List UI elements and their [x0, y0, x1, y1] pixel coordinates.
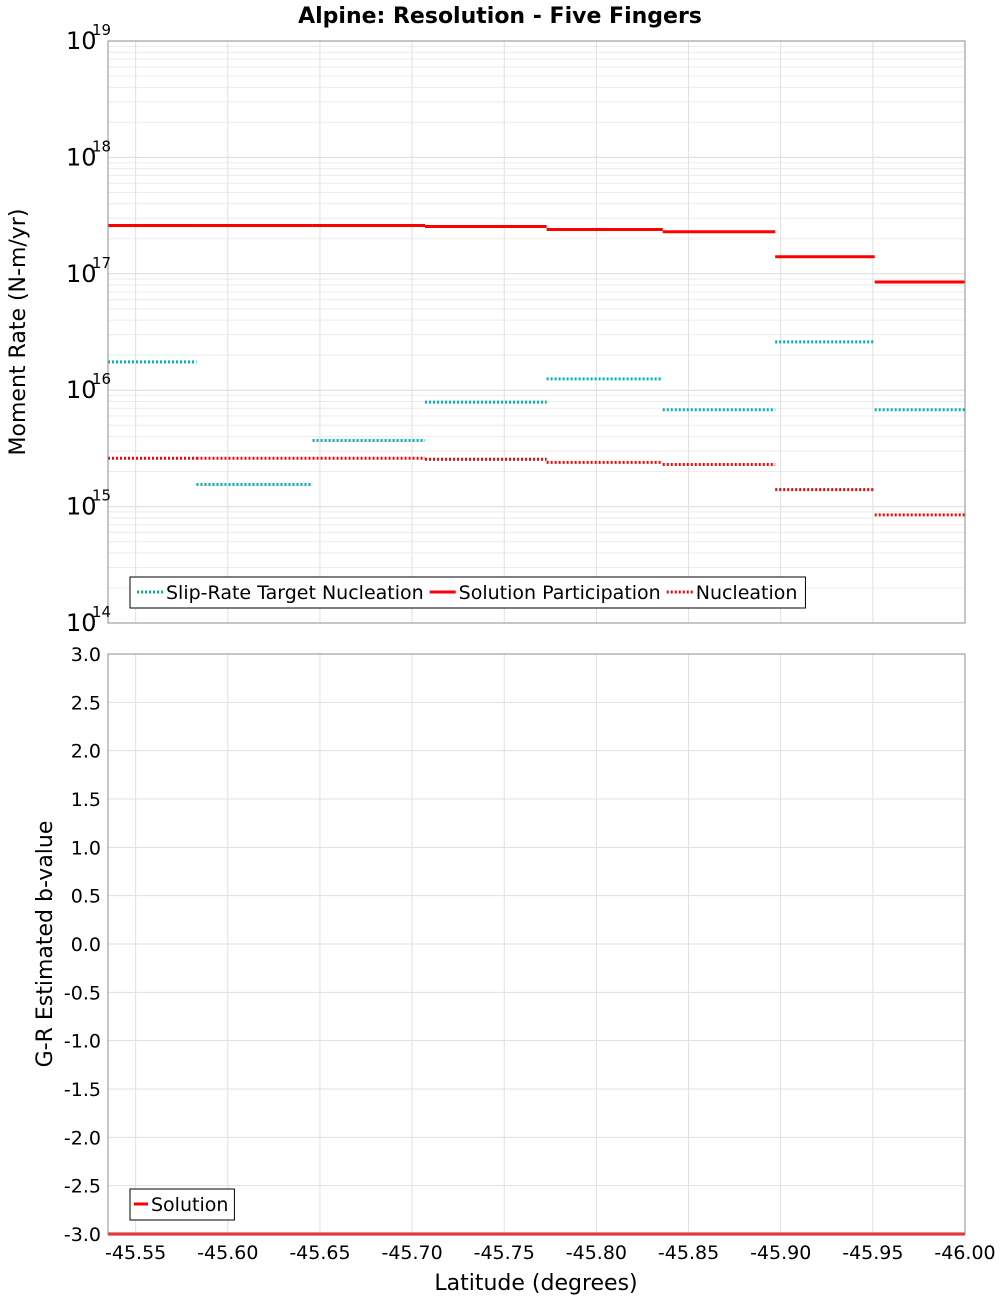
y-tick-label: 1.5	[71, 789, 101, 811]
y-tick-label: -2.0	[64, 1127, 101, 1149]
x-tick-label: -45.55	[105, 1242, 166, 1264]
y-tick-exponent: 19	[92, 21, 111, 39]
y-tick-label: 10	[66, 493, 97, 521]
moment-rate-legend: Slip-Rate Target Nucleation Solution Part…	[129, 576, 806, 609]
moment-rate-plot-border	[107, 40, 966, 624]
y-tick-exponent: 18	[92, 137, 111, 155]
y-tick-label: -1.5	[64, 1079, 101, 1101]
y-tick-label: 10	[66, 27, 97, 55]
x-tick-label: -45.85	[658, 1242, 719, 1264]
y-tick-label: 0.5	[71, 886, 101, 908]
latitude-x-axis-label: Latitude (degrees)	[434, 1271, 637, 1296]
y-tick-label: 10	[66, 260, 97, 288]
x-tick-label: -45.95	[842, 1242, 903, 1264]
b-value-y-axis-label: G-R Estimated b-value	[33, 821, 58, 1068]
y-tick-label: -2.5	[64, 1176, 101, 1198]
x-tick-label: -45.60	[197, 1242, 258, 1264]
y-tick-label: 2.0	[71, 741, 101, 763]
legend-entry: Solution	[151, 1194, 228, 1216]
b-value-y-tick-labels: 3.0 2.5 2.0 1.5 1.0 0.5 0.0 -0.5 -1.0 -1.5 -2.0 -2.…	[64, 644, 101, 1246]
latitude-x-tick-labels: -45.55 -45.60 -45.65 -45.70 -45.75 -45.80 -45.…	[105, 1242, 996, 1264]
y-tick-label: 1.0	[71, 837, 101, 859]
y-tick-exponent: 17	[92, 254, 111, 272]
x-tick-label: -45.65	[289, 1242, 350, 1264]
y-tick-label: 10	[66, 609, 97, 637]
moment-rate-y-axis-label: Moment Rate (N-m/yr)	[6, 209, 31, 456]
moment-rate-series	[108, 223, 965, 517]
y-tick-label: -0.5	[64, 982, 101, 1004]
legend-entry: Slip-Rate Target Nucleation	[166, 582, 424, 604]
b-value-plot-border	[107, 653, 966, 1235]
y-tick-exponent: 14	[92, 603, 111, 621]
x-tick-label: -46.00	[934, 1242, 995, 1264]
moment-rate-grid	[108, 40, 966, 624]
y-tick-label: -1.0	[64, 1031, 101, 1053]
b-value-legend: Solution	[129, 1188, 235, 1221]
y-tick-label: 0.0	[71, 934, 101, 956]
y-tick-exponent: 15	[92, 487, 111, 505]
y-tick-label: 2.5	[71, 692, 101, 714]
y-tick-label: 10	[66, 143, 97, 171]
legend-entry: Nucleation	[696, 582, 798, 604]
y-tick-label: -3.0	[64, 1224, 101, 1246]
legend-box	[129, 576, 806, 609]
chart-title: Alpine: Resolution - Five Fingers	[298, 4, 702, 29]
x-tick-label: -45.80	[566, 1242, 627, 1264]
y-tick-exponent: 16	[92, 370, 111, 388]
x-tick-label: -45.90	[750, 1242, 811, 1264]
y-tick-label: 3.0	[71, 644, 101, 666]
legend-entry: Solution Participation	[459, 582, 661, 604]
x-tick-label: -45.70	[381, 1242, 442, 1264]
y-tick-label: 10	[66, 376, 97, 404]
x-tick-label: -45.75	[474, 1242, 535, 1264]
